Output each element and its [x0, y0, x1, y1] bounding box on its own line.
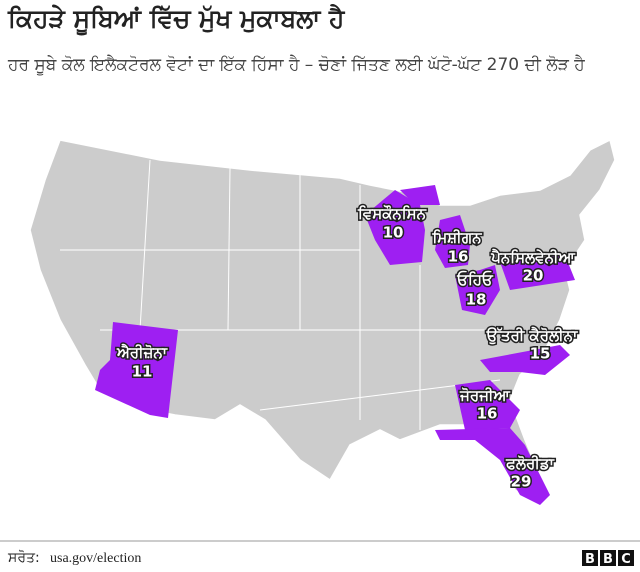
- state-shape: [455, 380, 520, 430]
- state-votes: 16: [477, 405, 498, 423]
- logo-letter: B: [585, 552, 595, 567]
- logo-letter: C: [621, 552, 631, 567]
- state-votes: 18: [466, 291, 487, 309]
- state-shape: [500, 255, 575, 290]
- state-votes: 10: [383, 224, 404, 242]
- state-name: ਵਿਸਕੌਨਸਿਨ: [357, 205, 427, 223]
- state-votes: 29: [511, 473, 532, 491]
- state-shape: [435, 215, 470, 268]
- logo-letter: B: [603, 552, 613, 567]
- state-name: ਓਹਿਓ: [456, 270, 494, 289]
- bbc-logo: B B C: [582, 550, 634, 567]
- logo-box: [618, 550, 634, 566]
- state-name: ਮਿਸ਼ੀਗਨ: [431, 229, 482, 247]
- state-name: ਐਰੀਜ਼ੋਨਾ: [116, 344, 168, 362]
- highlighted-states: [95, 185, 575, 505]
- state-name: ਉੱਤਰੀ ਕੈਰੋਲੀਨਾ: [486, 327, 578, 346]
- state-labels: ਵਿਸਕੌਨਸਿਨ10 ਮਿਸ਼ੀਗਨ16ਓਹਿਓ18ਪੈਨਸਿਲਵੇਨੀਆ20ਉ…: [114, 203, 579, 492]
- state-name: ਫਲੋਰੀਡਾ: [505, 455, 555, 473]
- state-shape: [95, 322, 178, 418]
- state-shape: [400, 185, 440, 205]
- state-name: ਜੋਰਜੀਆ: [459, 387, 510, 405]
- state-votes: 15: [530, 345, 551, 363]
- logo-box: [600, 550, 616, 566]
- state-votes: 16: [448, 248, 469, 266]
- state-shape: [435, 428, 550, 505]
- state-shape: [455, 265, 500, 315]
- state-shape: [365, 190, 425, 265]
- subtitle: ਹਰ ਸੂਬੇ ਕੋਲ ਇਲੈਕਟੋਰਲ ਵੋਟਾਂ ਦਾ ਇੱਕ ਹਿੱਸਾ …: [8, 55, 585, 75]
- source-label: ਸਰੋਤ:: [7, 550, 40, 566]
- state-shape: [480, 345, 570, 375]
- title: ਕਿਹੜੇ ਸੂਬਿਆਂ ਵਿੱਚ ਮੁੱਖ ਮੁਕਾਬਲਾ ਹੈ: [8, 4, 345, 33]
- source: usa.gov/election: [50, 551, 141, 566]
- logo-box: [582, 550, 598, 566]
- state-votes: 20: [523, 267, 544, 285]
- state-votes: 11: [132, 363, 153, 381]
- state-borders: [60, 159, 560, 430]
- state-name: ਪੈਨਸਿਲਵੇਨੀਆ: [490, 249, 575, 267]
